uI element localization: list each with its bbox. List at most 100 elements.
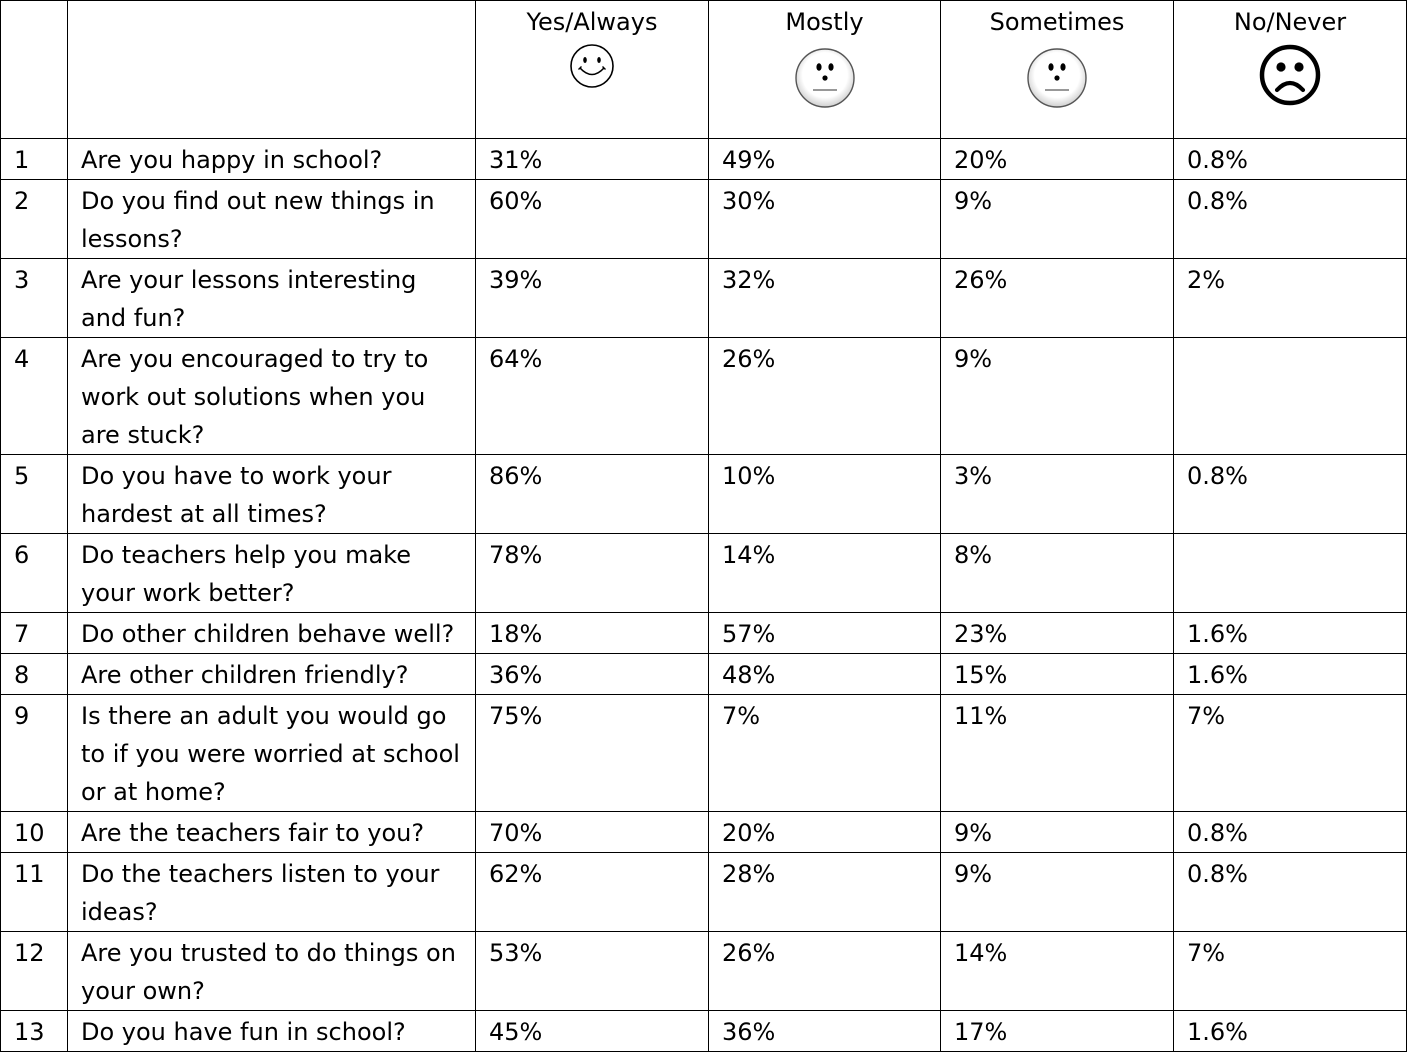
yes-always-value: 86% (475, 454, 709, 534)
sometimes-value: 9% (940, 852, 1174, 932)
mostly-value: 57% (708, 612, 941, 654)
smiley-face-icon (570, 44, 614, 88)
question-text: Do you have to work your hardest at all … (67, 454, 476, 534)
header-row: Yes/Always Mostly (0, 0, 1407, 139)
mostly-value: 26% (708, 337, 941, 455)
table-row: 10 Are the teachers fair to you? 70% 20% 9% 0… (0, 811, 1407, 853)
no-never-value (1173, 337, 1407, 455)
table-row: 2 Do you find out new things in lessons? 6… (0, 179, 1407, 259)
question-text: Do the teachers listen to your ideas? (67, 852, 476, 932)
yes-always-value: 31% (475, 138, 709, 180)
question-text: Are you happy in school? (67, 138, 476, 180)
header-number-cell (0, 0, 68, 139)
question-text: Are you encouraged to try to work out so… (67, 337, 476, 455)
row-number: 8 (0, 653, 68, 695)
sometimes-value: 9% (940, 179, 1174, 259)
sometimes-value: 17% (940, 1010, 1174, 1052)
mostly-value: 36% (708, 1010, 941, 1052)
mostly-value: 10% (708, 454, 941, 534)
neutral-face-icon (794, 48, 855, 108)
sometimes-value: 3% (940, 454, 1174, 534)
question-text: Are you trusted to do things on your own… (67, 931, 476, 1011)
sometimes-value: 14% (940, 931, 1174, 1011)
sometimes-value: 9% (940, 811, 1174, 853)
row-number: 6 (0, 533, 68, 613)
column-label: No/Never (1233, 8, 1347, 36)
question-text: Do you find out new things in lessons? (67, 179, 476, 259)
yes-always-value: 62% (475, 852, 709, 932)
yes-always-value: 70% (475, 811, 709, 853)
question-text: Are other children friendly? (67, 653, 476, 695)
column-label: Yes/Always (526, 8, 658, 36)
question-text: Are the teachers fair to you? (67, 811, 476, 853)
no-never-value: 1.6% (1173, 612, 1407, 654)
yes-always-value: 39% (475, 258, 709, 338)
row-number: 10 (0, 811, 68, 853)
no-never-value: 1.6% (1173, 1010, 1407, 1052)
row-number: 4 (0, 337, 68, 455)
no-never-value: 0.8% (1173, 138, 1407, 180)
mostly-value: 30% (708, 179, 941, 259)
no-never-value: 7% (1173, 931, 1407, 1011)
header-mostly: Mostly (708, 0, 941, 139)
row-number: 11 (0, 852, 68, 932)
row-number: 12 (0, 931, 68, 1011)
table-row: 5 Do you have to work your hardest at all… (0, 454, 1407, 534)
no-never-value: 1.6% (1173, 653, 1407, 695)
table-row: 12 Are you trusted to do things on your o… (0, 931, 1407, 1011)
table-row: 9 Is there an adult you would go to if yo… (0, 694, 1407, 812)
header-no-never: No/Never (1173, 0, 1407, 139)
mostly-value: 32% (708, 258, 941, 338)
table-row: 1 Are you happy in school? 31% 49% 20% 0.8% (0, 138, 1407, 180)
table-row: 6 Do teachers help you make your work bet… (0, 533, 1407, 613)
row-number: 7 (0, 612, 68, 654)
yes-always-value: 75% (475, 694, 709, 812)
sometimes-value: 26% (940, 258, 1174, 338)
sometimes-value: 11% (940, 694, 1174, 812)
table-row: 11 Do the teachers listen to your ideas? 6… (0, 852, 1407, 932)
header-sometimes: Sometimes (940, 0, 1174, 139)
no-never-value: 0.8% (1173, 179, 1407, 259)
question-text: Do other children behave well? (67, 612, 476, 654)
row-number: 1 (0, 138, 68, 180)
question-text: Is there an adult you would go to if you… (67, 694, 476, 812)
sometimes-value: 23% (940, 612, 1174, 654)
no-never-value: 0.8% (1173, 852, 1407, 932)
yes-always-value: 36% (475, 653, 709, 695)
row-number: 9 (0, 694, 68, 812)
mostly-value: 26% (708, 931, 941, 1011)
yes-always-value: 60% (475, 179, 709, 259)
sometimes-value: 20% (940, 138, 1174, 180)
neutral-face-icon (1027, 48, 1087, 108)
table-body: 1 Are you happy in school? 31% 49% 20% 0.8% 2 D… (0, 138, 1407, 1052)
table-row: 4 Are you encouraged to try to work out s… (0, 337, 1407, 455)
yes-always-value: 18% (475, 612, 709, 654)
yes-always-value: 64% (475, 337, 709, 455)
header-yes-always: Yes/Always (475, 0, 709, 139)
yes-always-value: 53% (475, 931, 709, 1011)
yes-always-value: 78% (475, 533, 709, 613)
mostly-value: 28% (708, 852, 941, 932)
no-never-value: 2% (1173, 258, 1407, 338)
sometimes-value: 8% (940, 533, 1174, 613)
table-row: 3 Are your lessons interesting and fun? 39… (0, 258, 1407, 338)
row-number: 13 (0, 1010, 68, 1052)
table-row: 13 Do you have fun in school? 45% 36% 17% 1.6… (0, 1010, 1407, 1052)
mostly-value: 7% (708, 694, 941, 812)
question-text: Do teachers help you make your work bett… (67, 533, 476, 613)
row-number: 3 (0, 258, 68, 338)
question-text: Are your lessons interesting and fun? (67, 258, 476, 338)
no-never-value: 7% (1173, 694, 1407, 812)
column-label: Sometimes (989, 8, 1125, 36)
frowning-face-icon (1259, 44, 1321, 106)
header-question-cell (67, 0, 476, 139)
mostly-value: 20% (708, 811, 941, 853)
sometimes-value: 9% (940, 337, 1174, 455)
column-label: Mostly (785, 8, 864, 36)
mostly-value: 14% (708, 533, 941, 613)
mostly-value: 49% (708, 138, 941, 180)
no-never-value: 0.8% (1173, 454, 1407, 534)
no-never-value: 0.8% (1173, 811, 1407, 853)
row-number: 5 (0, 454, 68, 534)
